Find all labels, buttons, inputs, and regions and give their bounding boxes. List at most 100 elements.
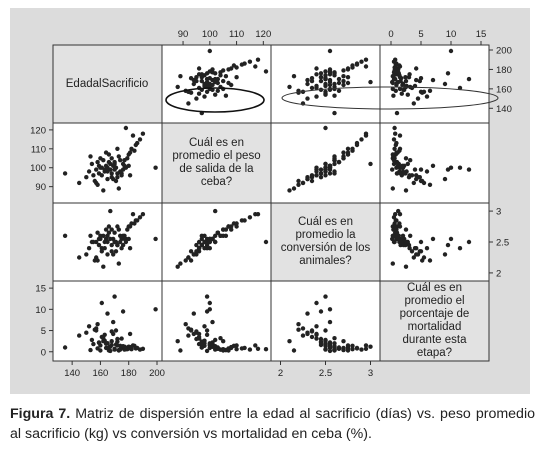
point-edad-vs-conv-22 (341, 74, 346, 79)
point-conv-vs-mort-53 (442, 252, 448, 257)
point-peso-vs-mort-13 (392, 146, 397, 151)
tick-label-right-edad-3: 200 (496, 46, 512, 57)
point-peso-vs-edad-6 (95, 159, 100, 165)
highlight-ellipse-edad-conv-mort (281, 86, 499, 110)
point-edad-vs-mort-49 (417, 78, 422, 84)
point-peso-vs-mort-64 (430, 163, 436, 168)
tick-label-right-edad-1: 160 (496, 84, 512, 95)
point-edad-vs-conv-57 (327, 48, 333, 54)
point-mort-vs-conv-55 (300, 333, 306, 338)
point-mort-vs-peso-67 (229, 345, 234, 351)
point-mort-vs-conv-21 (300, 326, 306, 331)
point-peso-vs-conv-5 (318, 175, 324, 180)
point-mort-vs-peso-66 (196, 331, 202, 337)
tick-label-left-mort-1: 5 (41, 326, 46, 337)
point-mort-vs-peso-43 (183, 322, 188, 327)
point-edad-vs-mort-39 (390, 86, 395, 92)
point-edad-vs-conv-26 (314, 94, 319, 99)
point-peso-vs-mort-55 (411, 180, 416, 186)
point-edad-vs-conv-68 (345, 75, 351, 80)
point-edad-vs-mort-63 (457, 85, 463, 91)
figure-caption: Figura 7. Matriz de dispersión entre la … (10, 404, 535, 444)
point-peso-vs-mort-33 (414, 176, 419, 182)
point-peso-vs-conv-55 (300, 180, 306, 186)
point-mort-vs-conv-66 (314, 331, 319, 337)
point-peso-vs-conv-48 (363, 131, 369, 136)
point-edad-vs-peso-57 (207, 48, 212, 54)
point-peso-vs-mort-50 (391, 158, 397, 163)
point-mort-vs-edad-61 (108, 344, 113, 349)
point-edad-vs-peso-48 (255, 57, 261, 62)
point-edad-vs-conv-45 (323, 83, 328, 89)
tick-label-bottom-conv-1: 2.5 (319, 368, 332, 379)
panel-3-3 (379, 280, 490, 362)
point-mort-vs-edad-32 (89, 337, 95, 343)
caption-text: Matriz de dispersión entre la edad al sa… (10, 406, 535, 442)
point-conv-vs-mort-57 (448, 236, 454, 242)
point-edad-vs-peso-65 (204, 89, 210, 95)
point-edad-vs-peso-46 (210, 70, 215, 75)
point-conv-vs-edad-66 (127, 246, 133, 251)
point-edad-vs-peso-26 (202, 94, 207, 99)
scatter-matrix-figure: 90 100 110 120 0 5 10 15 140 160 180 200 2 2.5 3 90 100 1… (10, 8, 530, 394)
point-edad-vs-mort-47 (391, 93, 396, 98)
point-peso-vs-edad-58 (116, 186, 122, 191)
point-mort-vs-edad-55 (77, 333, 82, 338)
point-conv-vs-peso-53 (191, 252, 196, 257)
point-edad-vs-peso-34 (221, 68, 226, 73)
point-mort-vs-conv-41 (336, 345, 342, 350)
point-mort-vs-peso-37 (188, 327, 194, 332)
point-peso-vs-edad-52 (132, 148, 137, 153)
point-conv-vs-peso-61 (213, 208, 218, 214)
point-edad-vs-mort-67 (394, 82, 399, 88)
point-peso-vs-conv-67 (341, 150, 346, 155)
point-mort-vs-edad-64 (111, 319, 116, 325)
point-peso-vs-conv-32 (323, 161, 328, 167)
point-conv-vs-edad-55 (77, 255, 82, 260)
point-peso-vs-mort-38 (394, 140, 399, 146)
tick-label-top-mort-2: 10 (446, 29, 457, 40)
point-peso-vs-conv-29 (332, 161, 337, 167)
point-conv-vs-peso-12 (188, 249, 194, 254)
point-mort-vs-conv-68 (345, 343, 351, 348)
point-peso-vs-edad-20 (109, 171, 114, 176)
point-conv-vs-mort-4 (403, 227, 409, 232)
point-peso-vs-mort-62 (445, 167, 451, 172)
point-conv-vs-mort-62 (445, 242, 451, 248)
point-conv-vs-edad-62 (120, 242, 126, 248)
point-edad-vs-peso-55 (186, 101, 191, 106)
point-peso-vs-mort-67 (394, 150, 399, 155)
point-peso-vs-edad-67 (103, 150, 109, 155)
point-edad-vs-conv-44 (345, 67, 351, 72)
point-edad-vs-mort-30 (390, 79, 395, 85)
point-peso-vs-edad-37 (92, 178, 98, 184)
point-mort-vs-peso-8 (204, 332, 210, 337)
point-mort-vs-peso-58 (178, 348, 183, 353)
point-peso-vs-mort-40 (407, 173, 412, 178)
point-peso-vs-mort-54 (466, 167, 472, 172)
point-mort-vs-edad-47 (88, 347, 93, 353)
point-conv-vs-peso-38 (242, 218, 247, 223)
point-conv-vs-peso-59 (175, 264, 180, 269)
point-edad-vs-conv-67 (341, 82, 346, 88)
diag-label-peso: Cuál es en promedio el peso de salida de… (172, 137, 261, 188)
point-conv-vs-peso-55 (186, 255, 191, 260)
point-edad-vs-peso-64 (210, 77, 215, 83)
point-conv-vs-mort-56 (394, 233, 400, 238)
point-peso-vs-edad-32 (89, 161, 95, 167)
point-mort-vs-conv-60 (323, 347, 328, 352)
point-conv-vs-peso-48 (255, 212, 261, 217)
point-peso-vs-conv-50 (332, 158, 337, 163)
point-mort-vs-edad-62 (120, 309, 126, 314)
point-peso-vs-conv-38 (354, 140, 360, 146)
point-edad-vs-mort-16 (415, 96, 421, 101)
point-conv-vs-peso-3 (199, 236, 204, 242)
point-mort-vs-edad-12 (113, 328, 119, 333)
point-edad-vs-peso-45 (202, 83, 207, 89)
point-edad-vs-peso-66 (196, 66, 202, 71)
point-mort-vs-conv-51 (318, 340, 324, 345)
point-peso-vs-conv-65 (323, 167, 328, 172)
point-conv-vs-mort-64 (430, 236, 436, 242)
point-peso-vs-edad-64 (111, 163, 116, 168)
point-peso-vs-conv-68 (345, 146, 351, 151)
